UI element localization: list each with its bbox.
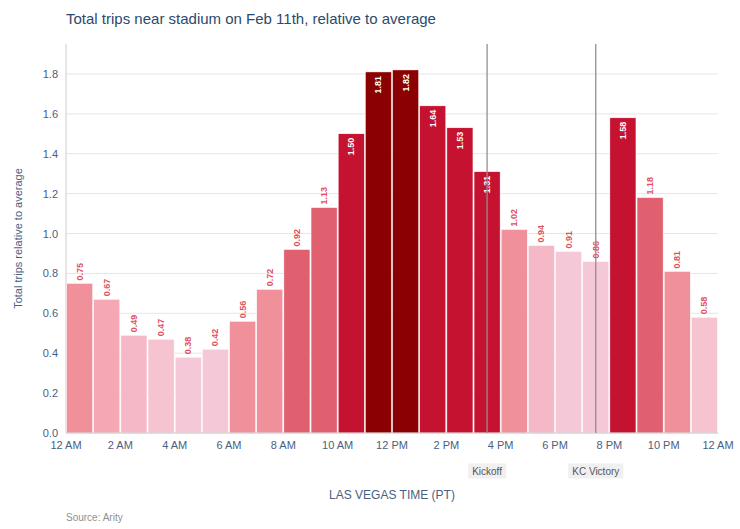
bar <box>94 299 120 433</box>
data-label: 1.82 <box>401 74 411 92</box>
y-tick-label: 0.8 <box>43 267 58 279</box>
source: Source: Arity <box>66 512 123 523</box>
x-axis-line <box>66 433 718 434</box>
bar <box>121 335 147 433</box>
x-tick-label: 10 PM <box>648 439 680 451</box>
data-label: 1.18 <box>645 177 655 195</box>
x-tick-label: 4 PM <box>488 439 514 451</box>
x-tick-label: 2 PM <box>433 439 459 451</box>
bar <box>148 339 174 433</box>
bar <box>67 283 93 433</box>
x-tick-label: 10 AM <box>322 439 353 451</box>
background <box>0 0 740 529</box>
data-label: 1.58 <box>618 122 628 140</box>
bars <box>67 70 718 433</box>
data-label: 0.75 <box>75 263 85 281</box>
data-label: 0.42 <box>210 329 220 347</box>
bar <box>365 72 391 433</box>
title: Total trips near stadium on Feb 11th, re… <box>66 10 436 27</box>
y-axis-label: Total trips relative to average <box>12 168 24 309</box>
event-label: KC Victory <box>572 466 619 477</box>
event-label: Kickoff <box>472 466 502 477</box>
x-tick-label: 12 AM <box>50 439 81 451</box>
data-label: 1.02 <box>509 209 519 227</box>
event-line <box>486 44 487 433</box>
event-label-box <box>468 464 506 479</box>
bar <box>420 106 446 433</box>
data-label: 0.38 <box>183 337 193 355</box>
data-label: 0.49 <box>129 315 139 333</box>
grid-line <box>66 113 718 114</box>
grid-line <box>66 433 718 434</box>
bar <box>556 251 582 433</box>
x-tick-label: 2 AM <box>108 439 133 451</box>
y-tick-label: 0.4 <box>43 347 58 359</box>
bar <box>691 317 717 433</box>
data-label: 0.56 <box>238 301 248 319</box>
bar <box>447 128 473 433</box>
data-label: 0.91 <box>564 231 574 249</box>
y-tick-label: 1.8 <box>43 68 58 80</box>
x-tick-label: 6 AM <box>216 439 241 451</box>
y-tick-label: 0.6 <box>43 307 58 319</box>
bar <box>202 349 228 433</box>
data-label: 0.94 <box>536 225 546 243</box>
x-tick-label: 4 AM <box>162 439 187 451</box>
bar <box>664 271 690 433</box>
grid-line <box>66 73 718 74</box>
y-tick-label: 1.4 <box>43 148 58 160</box>
data-label: 0.47 <box>156 319 166 337</box>
bar <box>230 321 256 433</box>
data-label: 0.92 <box>292 229 302 247</box>
x-tick-label: 8 PM <box>596 439 622 451</box>
data-label: 0.81 <box>672 251 682 269</box>
data-label: 1.81 <box>373 76 383 94</box>
y-tick-label: 1.0 <box>43 228 58 240</box>
y-tick-label: 1.2 <box>43 188 58 200</box>
bar <box>284 249 310 433</box>
data-labels: 0.75 0.67 0.49 0.47 0.38 0.42 0.56 0.72 0.92 1.13… <box>75 74 710 354</box>
x-tick-label: 12 PM <box>376 439 408 451</box>
bar <box>393 70 419 433</box>
y-tick-label: 0.0 <box>43 427 58 439</box>
bar <box>637 198 663 433</box>
bar <box>610 118 636 433</box>
x-axis-label: LAS VEGAS TIME (PT) <box>329 488 455 502</box>
bar <box>175 357 201 433</box>
data-label: 1.50 <box>346 138 356 156</box>
x-tick-label: 8 AM <box>271 439 296 451</box>
y-tick-label: 0.2 <box>43 387 58 399</box>
chart: Total trips near stadium on Feb 11th, re… <box>0 0 740 529</box>
data-label: 0.58 <box>699 297 709 315</box>
event-line <box>595 44 596 433</box>
data-label: 1.64 <box>428 110 438 128</box>
bar <box>501 230 527 433</box>
x-tick-label: 6 PM <box>542 439 568 451</box>
x-tick-label: 12 AM <box>702 439 733 451</box>
bar <box>338 134 364 433</box>
bar <box>528 245 554 433</box>
bar <box>257 289 283 433</box>
data-label: 0.67 <box>102 279 112 297</box>
y-grid <box>66 74 718 433</box>
data-label: 1.13 <box>319 187 329 205</box>
y-tick-label: 1.6 <box>43 108 58 120</box>
data-label: 0.72 <box>265 269 275 287</box>
data-label: 1.53 <box>455 132 465 150</box>
bar <box>311 208 337 433</box>
event-label-box <box>568 464 623 479</box>
